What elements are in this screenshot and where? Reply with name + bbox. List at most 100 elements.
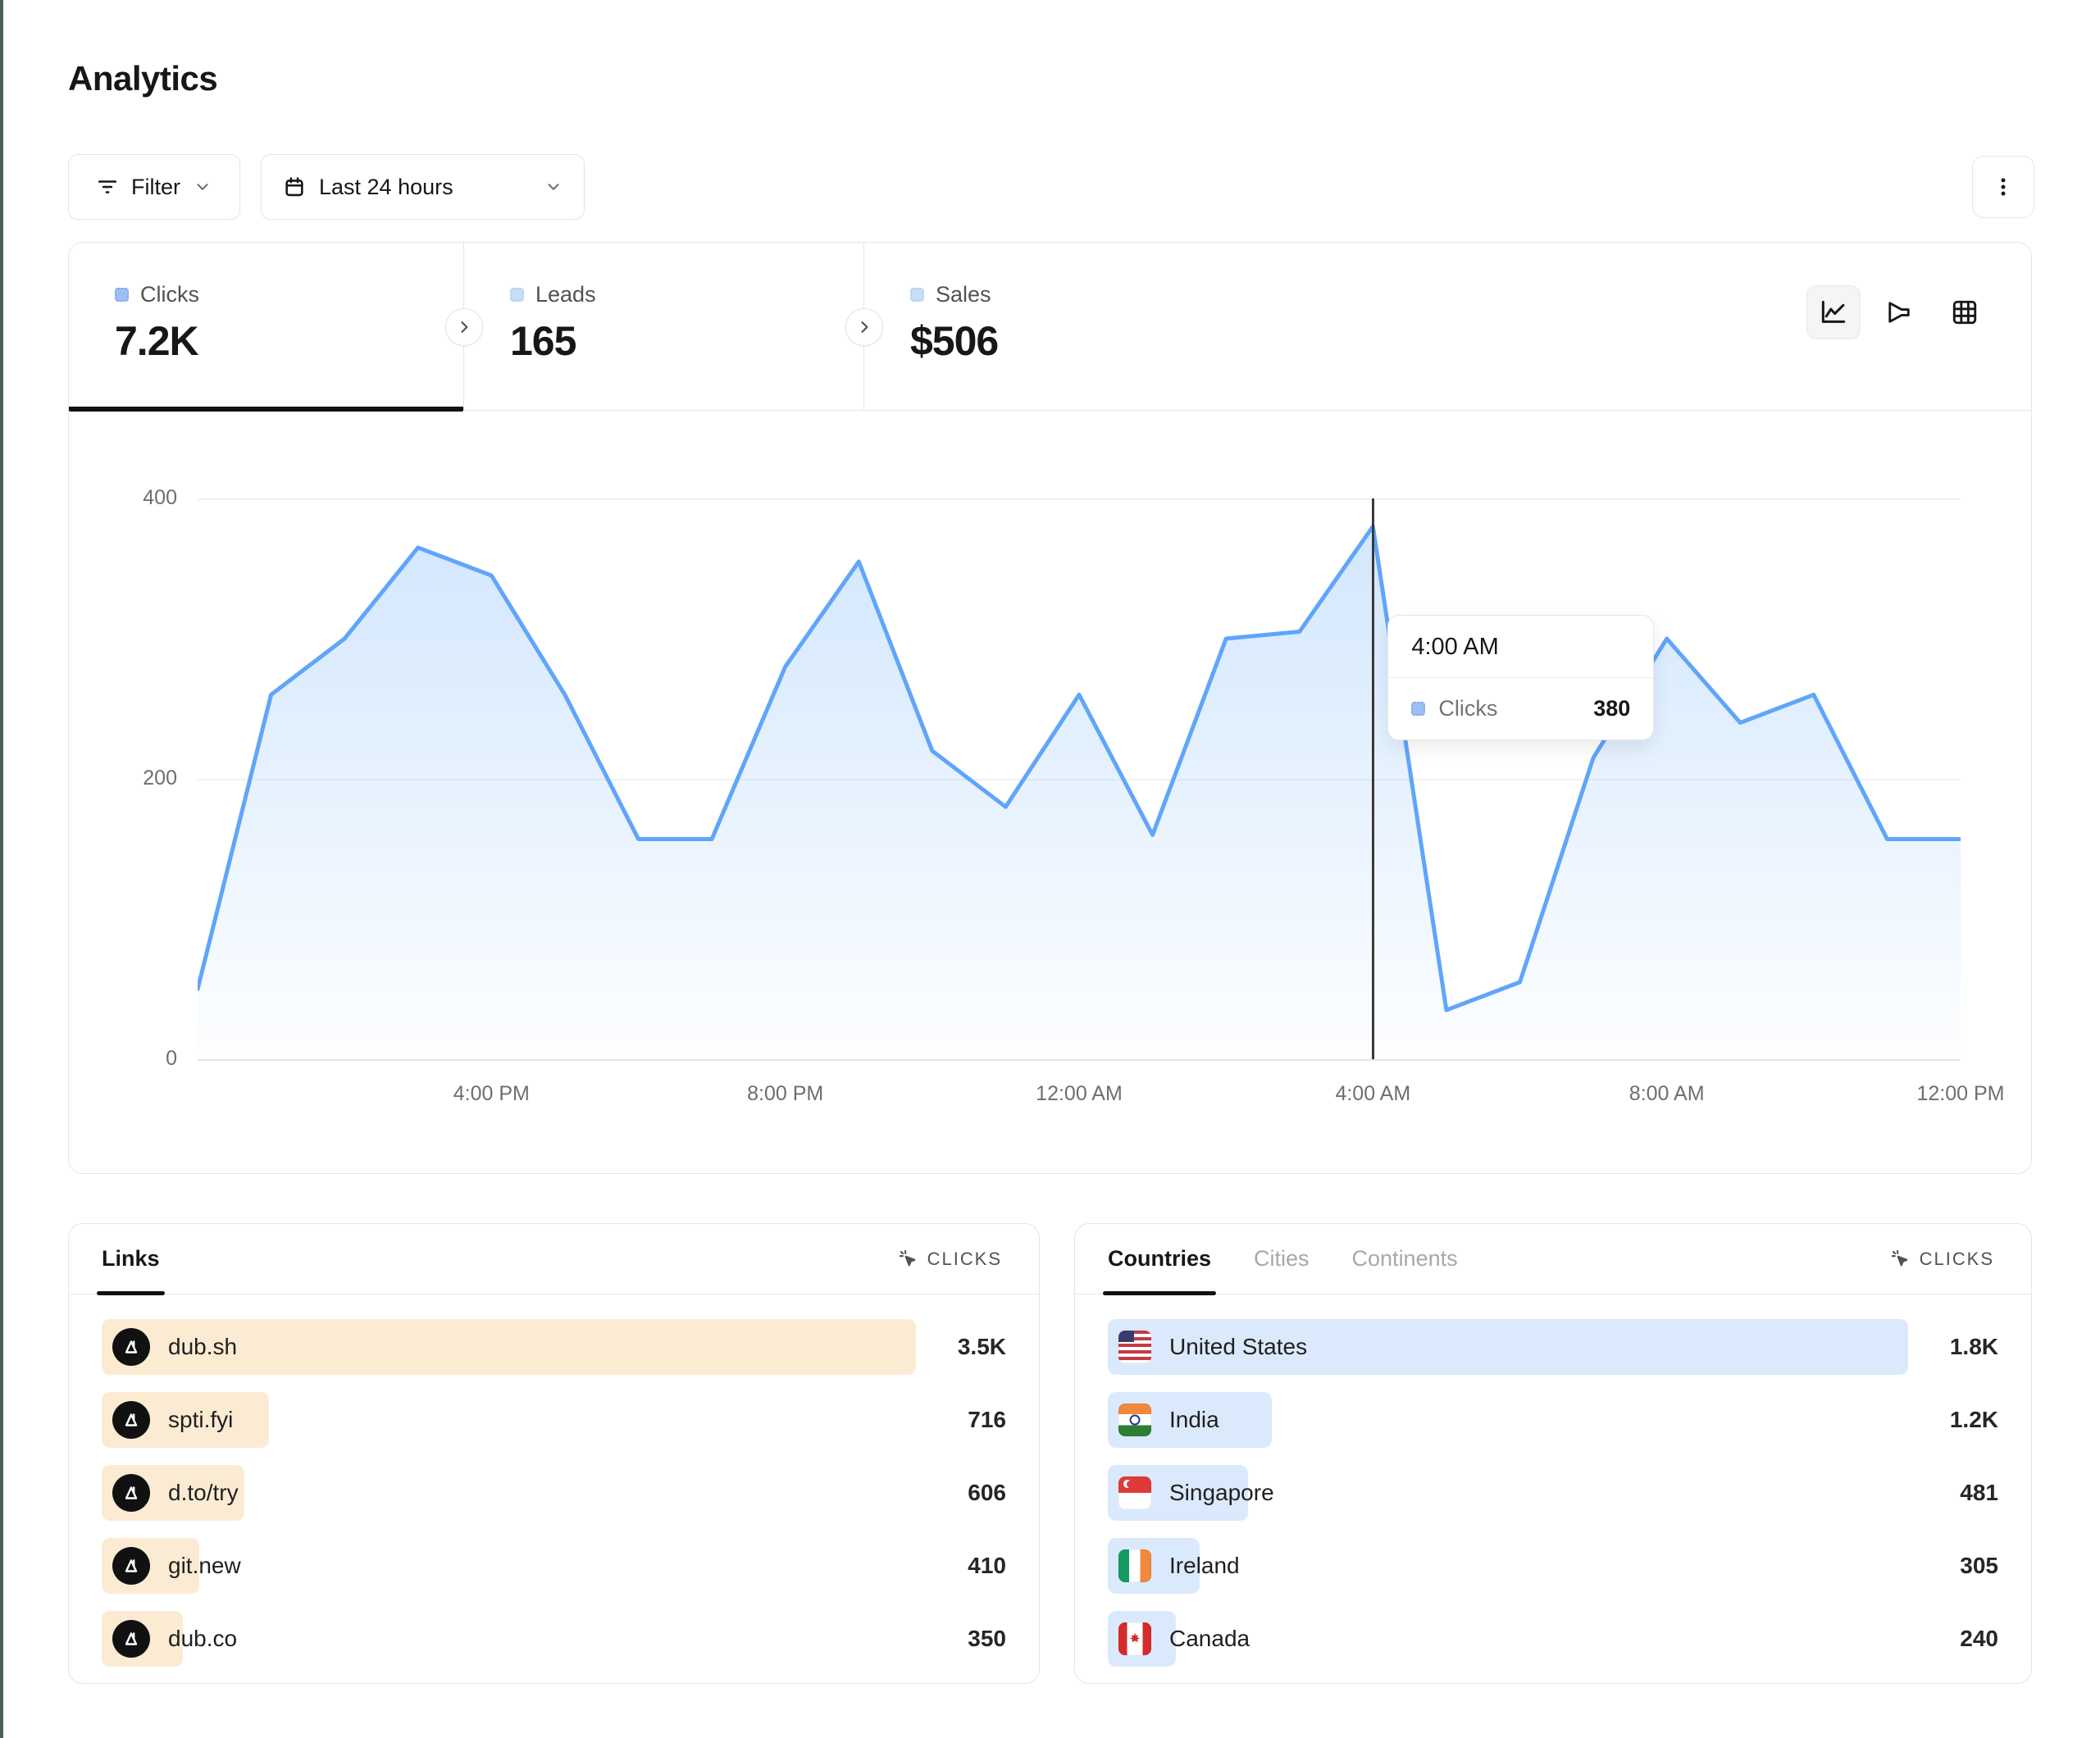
list-item-git-new[interactable]: git.new 410	[102, 1538, 1006, 1594]
tab-cities[interactable]: Cities	[1254, 1246, 1310, 1271]
row-label: Singapore	[1169, 1480, 1274, 1505]
gridline-y0	[198, 1059, 1961, 1061]
row-value: 481	[1960, 1480, 1998, 1505]
list-item-india[interactable]: India 1.2K	[1108, 1392, 1998, 1448]
more-options-button[interactable]	[1972, 156, 2034, 218]
clicks-time-series-chart[interactable]: 0 200 400 4:00 PM 8:00 PM 12:00 AM 4:00 AM 8:0…	[69, 411, 2031, 1173]
x-axis-tick-label: 8:00 PM	[747, 1082, 824, 1105]
row-value: 606	[968, 1480, 1006, 1505]
chevron-down-icon	[544, 178, 563, 196]
tab-links[interactable]: Links	[97, 1224, 165, 1295]
list-item-singapore[interactable]: Singapore 481	[1108, 1465, 1998, 1521]
row-label: India	[1169, 1407, 1219, 1432]
row-value: 716	[968, 1407, 1006, 1432]
list-item-united-states[interactable]: United States 1.8K	[1108, 1319, 1998, 1375]
row-value: 1.8K	[1949, 1334, 1998, 1359]
usage-bar	[1108, 1319, 1908, 1375]
dub-logo-icon	[112, 1474, 150, 1512]
row-label: d.to/try	[168, 1480, 239, 1505]
list-item-spti-fyi[interactable]: spti.fyi 716	[102, 1392, 1006, 1448]
x-axis-tick-label: 12:00 PM	[1916, 1082, 2005, 1105]
filter-button-label: Filter	[131, 174, 180, 199]
next-metric-button[interactable]	[445, 308, 483, 346]
funnel-view-button[interactable]	[1872, 285, 1926, 339]
date-range-label: Last 24 hours	[319, 174, 453, 199]
stats-tabs: Clicks 7.2K Leads 165 Sales $506	[69, 243, 2031, 412]
y-axis-tick-label: 0	[166, 1047, 177, 1070]
row-label: dub.sh	[168, 1334, 238, 1359]
line-chart-view-button[interactable]	[1806, 285, 1861, 339]
gridline-y400	[198, 498, 1961, 500]
click-cursor-icon	[1891, 1249, 1908, 1267]
chart-tooltip: 4:00 AM Clicks 380	[1387, 615, 1655, 740]
stat-label: Clicks	[140, 282, 199, 307]
analytics-card: Clicks 7.2K Leads 165 Sales $506	[68, 242, 2032, 1174]
maple-leaf-icon	[1130, 1632, 1140, 1643]
tab-continents[interactable]: Continents	[1351, 1246, 1458, 1271]
metric-label: CLICKS	[1919, 1248, 1994, 1269]
dub-logo-icon	[112, 1401, 150, 1439]
calendar-icon	[283, 175, 306, 198]
date-range-button[interactable]: Last 24 hours	[261, 154, 585, 220]
tab-countries[interactable]: Countries	[1102, 1224, 1217, 1295]
dub-logo-icon	[112, 1328, 150, 1366]
y-axis-tick-label: 200	[143, 767, 177, 789]
list-item-d-to-try[interactable]: d.to/try 606	[102, 1465, 1006, 1521]
tab-sales[interactable]: Sales $506	[864, 243, 2031, 410]
tab-leads[interactable]: Leads 165	[464, 243, 864, 410]
chevron-right-icon	[461, 321, 468, 333]
list-item-ireland[interactable]: Ireland 305	[1108, 1538, 1998, 1594]
list-item-canada[interactable]: Canada 240	[1108, 1611, 1998, 1667]
filter-icon	[97, 176, 118, 198]
x-axis-tick-label: 12:00 AM	[1036, 1082, 1123, 1105]
sales-value: $506	[910, 318, 999, 364]
chart-view-toggles	[1806, 285, 1992, 339]
links-metric-sort[interactable]: CLICKS	[897, 1248, 1002, 1270]
links-panel: Links CLICKS dub.sh 3.5K spti.fyi 716 d.to/t…	[68, 1223, 1040, 1684]
y-axis-tick-label: 400	[143, 486, 177, 509]
line-chart-icon	[1821, 300, 1846, 323]
countries-metric-sort[interactable]: CLICKS	[1889, 1248, 1994, 1270]
row-value: 240	[1960, 1626, 1998, 1651]
x-axis-tick-label: 8:00 AM	[1629, 1082, 1705, 1105]
x-axis-tick-label: 4:00 PM	[453, 1082, 530, 1105]
row-label: United States	[1169, 1334, 1308, 1359]
countries-panel: Countries Cities Continents CLICKS United …	[1074, 1223, 2032, 1684]
table-view-button[interactable]	[1938, 285, 1992, 339]
x-axis-tick-label: 4:00 AM	[1335, 1082, 1411, 1105]
list-item-dub-sh[interactable]: dub.sh 3.5K	[102, 1319, 1006, 1375]
row-label: spti.fyi	[168, 1407, 234, 1432]
row-value: 305	[1960, 1553, 1998, 1578]
left-edge-accent	[0, 0, 3, 1738]
sg-flag-icon	[1118, 1476, 1151, 1509]
grid-table-icon	[1952, 300, 1977, 325]
row-value: 410	[968, 1553, 1006, 1578]
filter-button[interactable]: Filter	[68, 154, 240, 220]
click-cursor-icon	[899, 1249, 916, 1267]
list-item-dub-co[interactable]: dub.co 350	[102, 1611, 1006, 1667]
dub-logo-icon	[112, 1620, 150, 1658]
in-flag-icon	[1118, 1404, 1151, 1436]
page-title: Analytics	[68, 59, 218, 98]
next-metric-button[interactable]	[845, 308, 883, 346]
usage-bar	[102, 1319, 916, 1375]
tooltip-series-label: Clicks	[1438, 696, 1498, 721]
tooltip-time: 4:00 AM	[1388, 616, 1654, 678]
row-label: git.new	[168, 1553, 241, 1578]
us-flag-icon	[1118, 1331, 1151, 1363]
kebab-menu-icon	[1991, 175, 2016, 199]
row-label: dub.co	[168, 1626, 238, 1651]
area-line-series	[195, 524, 1963, 1059]
sales-legend-swatch	[910, 288, 924, 302]
row-label: Canada	[1169, 1626, 1250, 1651]
tooltip-value: 380	[1593, 696, 1631, 721]
row-label: Ireland	[1169, 1553, 1240, 1578]
chart-crosshair	[1371, 498, 1374, 1059]
row-value: 3.5K	[957, 1334, 1006, 1359]
stat-label: Sales	[936, 282, 991, 307]
clicks-value: 7.2K	[115, 318, 199, 364]
chart-plot-area[interactable]: 4:00 AM Clicks 380	[195, 498, 1963, 1059]
chevron-down-icon	[194, 178, 212, 196]
tab-clicks[interactable]: Clicks 7.2K	[69, 243, 464, 412]
leads-legend-swatch	[510, 288, 524, 302]
